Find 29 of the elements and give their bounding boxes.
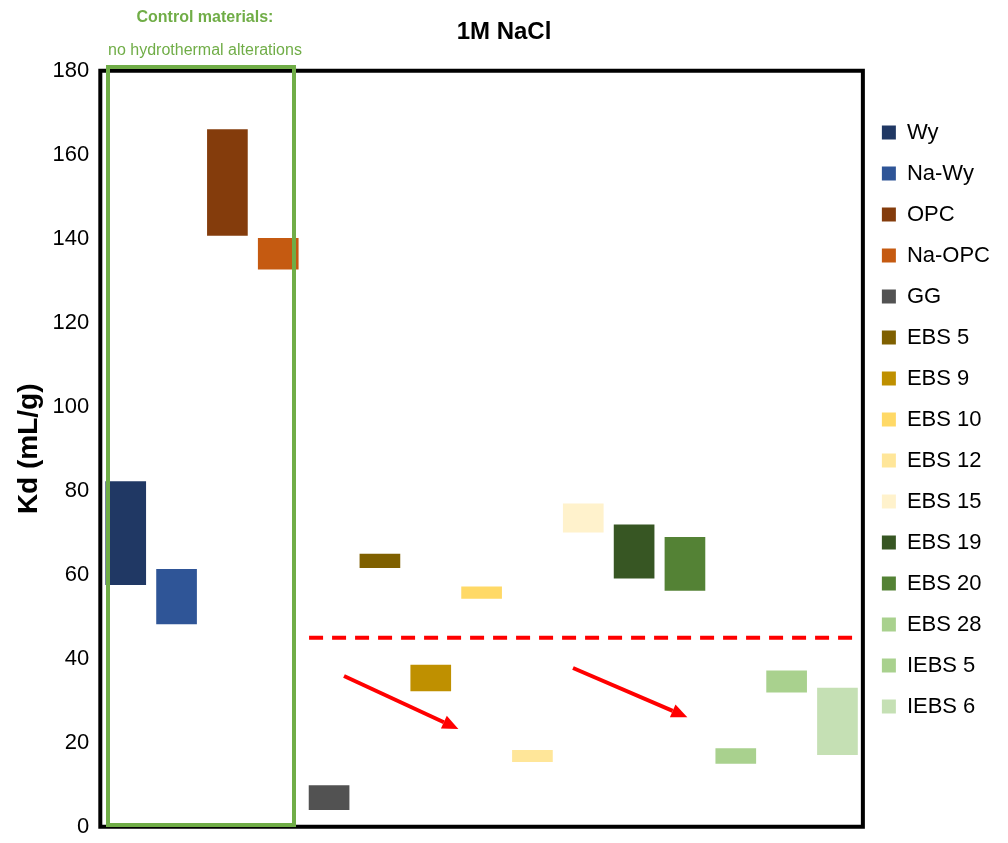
legend-label: OPC — [906, 200, 955, 226]
legend-label: IEBS 6 — [906, 692, 976, 718]
text: no hydrothermal alterations — [108, 41, 302, 59]
y-tick-label: 140 — [52, 224, 90, 250]
legend-label: EBS 15 — [906, 487, 982, 513]
legend-label: Na-OPC — [906, 241, 991, 267]
chart-title: 1M NaCl — [456, 17, 552, 45]
legend-label: EBS 5 — [906, 323, 970, 349]
legend-label: Wy — [906, 118, 939, 144]
legend-label: EBS 10 — [906, 405, 982, 431]
y-tick-label: 120 — [52, 308, 90, 334]
y-axis-title: Kd (mL/g) — [11, 383, 43, 515]
y-tick-label: 80 — [64, 476, 90, 502]
legend-label: EBS 12 — [906, 446, 982, 472]
y-tick-label: 40 — [64, 644, 90, 670]
y-tick-label: 160 — [52, 140, 90, 166]
text: Control materials: — [136, 8, 274, 26]
legend-label: IEBS 5 — [906, 651, 976, 677]
y-tick-label: 20 — [64, 728, 90, 754]
legend-label: EBS 19 — [906, 528, 982, 554]
legend-label: EBS 9 — [906, 364, 970, 390]
y-tick-label: 0 — [77, 812, 90, 838]
y-tick-label: 60 — [64, 560, 90, 586]
y-tick-label: 100 — [52, 392, 90, 418]
y-tick-label: 180 — [52, 56, 90, 82]
legend-label: Na-Wy — [906, 159, 974, 185]
legend-label: GG — [906, 282, 942, 308]
legend-label: EBS 20 — [906, 569, 982, 595]
legend-label: EBS 28 — [906, 610, 982, 636]
